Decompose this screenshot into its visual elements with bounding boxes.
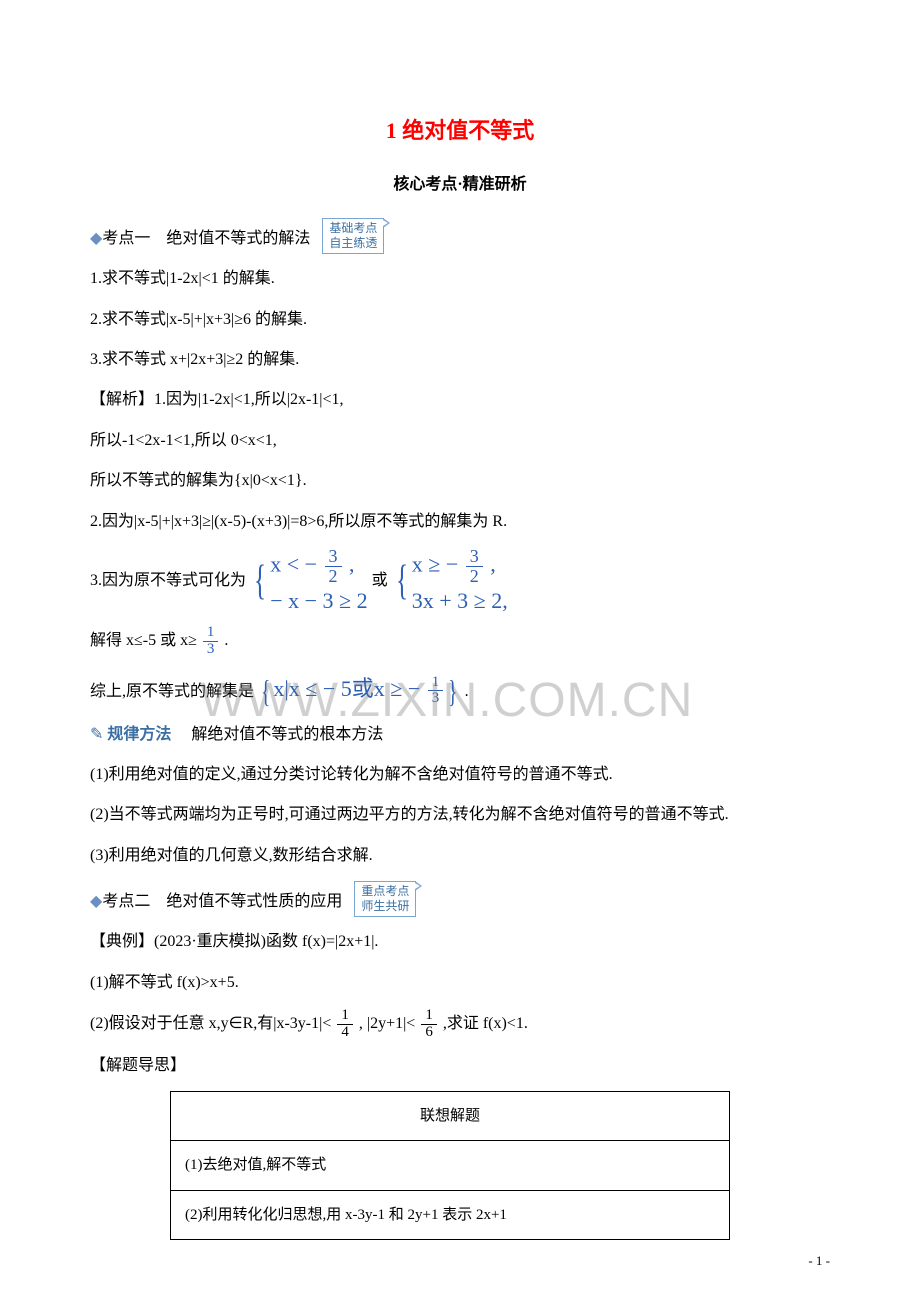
method-1: (1)利用绝对值的定义,通过分类讨论转化为解不含绝对值符号的普通不等式.: [90, 760, 830, 790]
sys1-bot: − x − 3 ≥ 2: [270, 586, 367, 616]
ex2-a: (2)假设对于任意 x,y∈R,有|x-3y-1|<: [90, 1015, 331, 1032]
question-3: 3.求不等式 x+|2x+3|≥2 的解集.: [90, 345, 830, 375]
a3r-post: .: [224, 632, 228, 649]
example-2: (2)假设对于任意 x,y∈R,有|x-3y-1|< 14 , |2y+1|< …: [90, 1008, 830, 1041]
section-1-header: ◆ 考点一 绝对值不等式的解法 基础考点 自主练透: [90, 218, 830, 254]
system-1: { x < − 32 , − x − 3 ≥ 2: [250, 547, 368, 615]
a3s-post: .: [465, 683, 469, 700]
a3r-pre: 解得 x≤-5 或 x≥: [90, 632, 197, 649]
section-1-label: 考点一 绝对值不等式的解法: [102, 224, 310, 254]
diamond-icon: ◆: [90, 224, 102, 254]
tag-line-1: 基础考点: [329, 221, 377, 235]
example-1: (1)解不等式 f(x)>x+5.: [90, 968, 830, 998]
or-text: 或: [372, 572, 388, 589]
frac-num: 3: [325, 547, 342, 567]
frac-num: 1: [337, 1008, 353, 1025]
method-label: 规律方法: [107, 726, 171, 743]
method-3: (3)利用绝对值的几何意义,数形结合求解.: [90, 841, 830, 871]
answer-2: 2.因为|x-5|+|x+3|≥|(x-5)-(x+3)|=8>6,所以原不等式…: [90, 507, 830, 537]
system-2: { x ≥ − 32 , 3x + 3 ≥ 2,: [392, 547, 508, 615]
example-label: 【典例】(2023·重庆模拟)函数 f(x)=|2x+1|.: [90, 927, 830, 957]
ex2-c: ,求证 f(x)<1.: [443, 1015, 528, 1032]
answer-1b: 所以-1<2x-1<1,所以 0<x<1,: [90, 426, 830, 456]
frac-den: 4: [337, 1025, 353, 1041]
frac-num: 1: [428, 675, 444, 692]
pencil-icon: ✎: [90, 726, 103, 743]
section-2-tag: 重点考点 师生共研: [354, 881, 416, 917]
frac-num: 1: [203, 625, 219, 642]
diamond-icon: ◆: [90, 887, 102, 917]
arrow-icon-inner: [415, 883, 420, 889]
guide-table: 联想解题 (1)去绝对值,解不等式 (2)利用转化化归思想,用 x-3y-1 和…: [170, 1091, 730, 1241]
sys2-top-a: x ≥ −: [412, 551, 464, 576]
page-subtitle: 核心考点·精准研析: [90, 170, 830, 200]
answer-3-summary: 综上,原不等式的解集是 {x|x ≤ − 5或x ≥ − 13} .: [90, 668, 830, 710]
sys1-top-a: x < −: [270, 551, 322, 576]
section-2-label: 考点二 绝对值不等式性质的应用: [102, 887, 342, 917]
tag-line-2: 自主练透: [329, 236, 377, 250]
brace-icon: {: [396, 560, 408, 602]
tag-line-1: 重点考点: [361, 884, 409, 898]
page-title: 1 绝对值不等式: [90, 110, 830, 152]
a3s-pre: 综上,原不等式的解集是: [90, 683, 254, 700]
sys1-top-b: ,: [349, 551, 355, 576]
frac-den: 6: [421, 1025, 437, 1041]
method-2: (2)当不等式两端均为正号时,可通过两边平方的方法,转化为解不含绝对值符号的普通…: [90, 800, 830, 830]
method-header: ✎规律方法 解绝对值不等式的根本方法: [90, 720, 830, 750]
table-row: (1)去绝对值,解不等式: [171, 1141, 730, 1191]
frac-den: 2: [466, 567, 483, 586]
frac-num: 3: [466, 547, 483, 567]
section-2-header: ◆ 考点二 绝对值不等式性质的应用 重点考点 师生共研: [90, 881, 830, 917]
frac-num: 1: [421, 1008, 437, 1025]
brace-icon: {: [254, 560, 266, 602]
ex2-b: , |2y+1|<: [359, 1015, 415, 1032]
question-2: 2.求不等式|x-5|+|x+3|≥6 的解集.: [90, 305, 830, 335]
sys2-bot: 3x + 3 ≥ 2,: [412, 586, 508, 616]
question-1: 1.求不等式|1-2x|<1 的解集.: [90, 264, 830, 294]
frac-den: 3: [428, 691, 444, 707]
answer-3-systems: 3.因为原不等式可化为 { x < − 32 , − x − 3 ≥ 2 或 {…: [90, 547, 830, 615]
guide-label: 【解题导思】: [90, 1051, 830, 1081]
tag-line-2: 师生共研: [361, 899, 409, 913]
a3-pre: 3.因为原不等式可化为: [90, 572, 246, 589]
answer-3-result: 解得 x≤-5 或 x≥ 13 .: [90, 625, 830, 658]
frac-den: 3: [203, 642, 219, 658]
method-title: 解绝对值不等式的根本方法: [175, 726, 383, 743]
table-row: (2)利用转化化归思想,用 x-3y-1 和 2y+1 表示 2x+1: [171, 1190, 730, 1240]
sys2-top-b: ,: [490, 551, 496, 576]
set-expr: x|x ≤ − 5或x ≥ −: [273, 676, 425, 701]
answer-1c: 所以不等式的解集为{x|0<x<1}.: [90, 466, 830, 496]
answer-1a: 【解析】1.因为|1-2x|<1,所以|2x-1|<1,: [90, 385, 830, 415]
section-1-tag: 基础考点 自主练透: [322, 218, 384, 254]
table-header: 联想解题: [171, 1091, 730, 1141]
arrow-icon-inner: [383, 220, 388, 226]
frac-den: 2: [325, 567, 342, 586]
page-number: - 1 -: [808, 1249, 830, 1274]
